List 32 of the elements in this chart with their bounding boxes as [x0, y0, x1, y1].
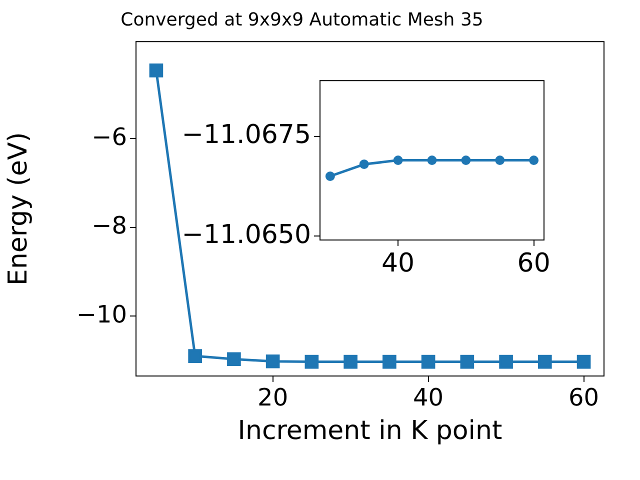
y-tick-label: −6	[92, 122, 127, 151]
y-axis-title: Energy (eV)	[3, 132, 34, 286]
point	[188, 349, 202, 363]
point	[382, 354, 396, 369]
point	[266, 354, 280, 368]
y-tick-label: −11.0650	[182, 220, 311, 250]
point	[227, 352, 241, 366]
x-tick-label: 40	[382, 248, 415, 278]
point	[529, 156, 539, 166]
point	[325, 171, 335, 181]
x-tick-label: 20	[258, 384, 288, 412]
point	[427, 156, 437, 166]
x-axis-title: Increment in K point	[238, 416, 502, 446]
point	[461, 156, 471, 166]
point	[149, 64, 164, 78]
point	[393, 156, 403, 166]
point	[495, 156, 505, 166]
point	[344, 354, 358, 369]
x-tick-label: 40	[413, 384, 444, 412]
y-tick-label: −11.0675	[182, 120, 311, 150]
point	[460, 354, 474, 369]
chart-title: Converged at 9x9x9 Automatic Mesh 35	[120, 9, 484, 30]
x-tick-label: 60	[568, 384, 600, 412]
x-tick-label: 60	[517, 248, 550, 278]
point	[538, 354, 552, 369]
point	[359, 160, 369, 170]
point	[304, 354, 319, 369]
point	[421, 354, 436, 369]
y-tick-label: −8	[92, 212, 127, 240]
y-tick-label: −10	[76, 300, 127, 328]
point	[576, 354, 591, 369]
point	[499, 354, 513, 369]
